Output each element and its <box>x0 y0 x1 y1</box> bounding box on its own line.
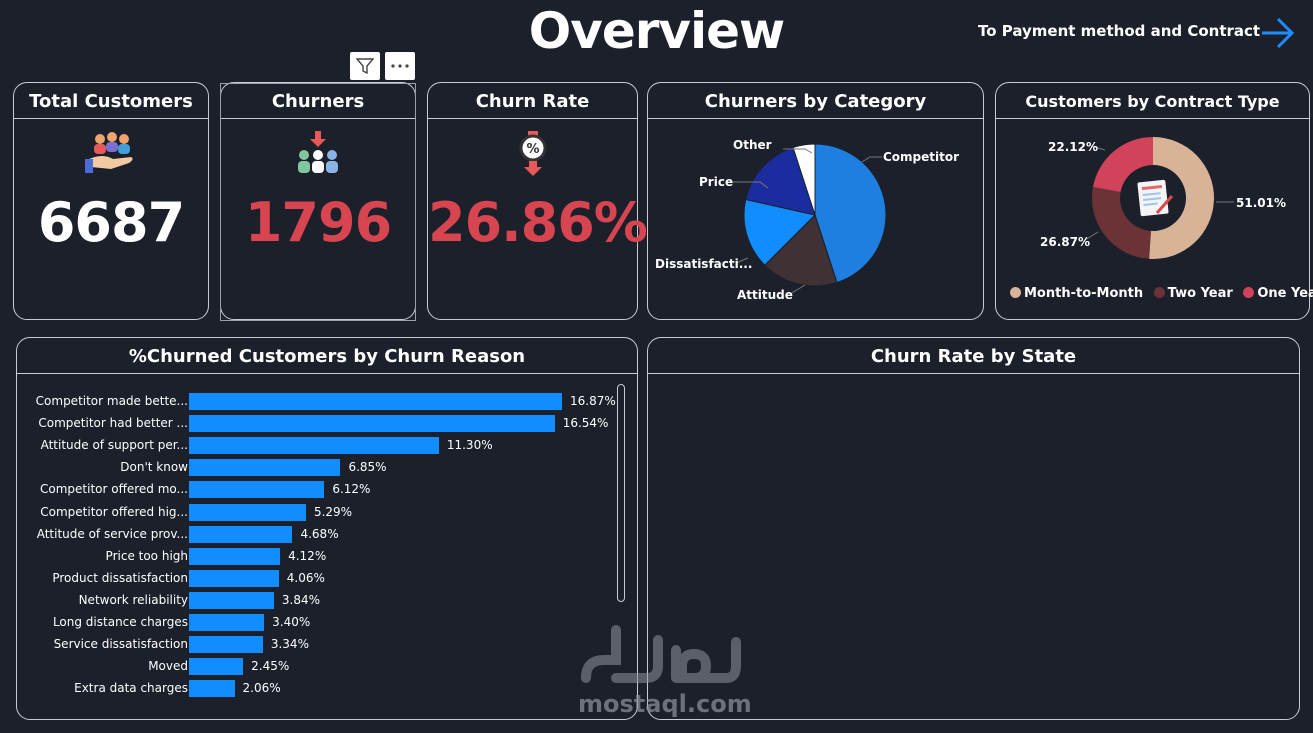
bar-label: Competitor had better ... <box>38 416 188 431</box>
bar-value-label: 3.84% <box>281 592 321 607</box>
bar-label: Competitor offered hig... <box>40 504 188 519</box>
bar-value-label: 16.54% <box>562 416 609 431</box>
churners-value: 1796 <box>244 191 392 254</box>
bar-value-label: 4.06% <box>286 570 325 585</box>
bar[interactable] <box>189 481 325 499</box>
card-title: Total Customers <box>14 83 208 119</box>
bar[interactable] <box>189 636 263 654</box>
bar-row[interactable]: Competitor had better ... 16.54% <box>18 413 618 435</box>
bar-value-label: 16.87% <box>570 394 616 408</box>
arrow-right-icon[interactable] <box>1258 14 1298 52</box>
percent-down-icon: % <box>428 131 637 181</box>
bar-row[interactable]: Don't know 6.85% <box>18 457 618 479</box>
churn-by-state-card: Churn Rate by State <box>647 337 1300 720</box>
bar-label: Moved <box>148 659 188 674</box>
mostaql-watermark-logo <box>581 625 741 683</box>
churn-rate-value: 26.86% <box>428 191 648 254</box>
bar-row[interactable]: Competitor offered mo... 6.12% <box>18 479 618 501</box>
card-title: Customers by Contract Type <box>996 83 1309 119</box>
bar[interactable] <box>189 459 341 477</box>
churners-by-category-card: Churners by Category <box>647 82 984 320</box>
bar[interactable] <box>189 658 244 676</box>
bar-label: Attitude of service prov... <box>36 526 188 541</box>
bar-value-label: 3.34% <box>270 637 309 652</box>
bar-label: Network reliability <box>78 592 188 607</box>
bar[interactable] <box>189 547 281 565</box>
bar-label: Price too high <box>105 548 188 563</box>
bar-row[interactable]: Price too high 4.12% <box>18 546 618 568</box>
legend-dot-icon <box>1010 287 1021 298</box>
bar-label: Product dissatisfaction <box>52 570 188 585</box>
legend-item-two-year[interactable]: Two Year <box>1153 286 1233 301</box>
legend-dot-icon <box>1153 287 1165 298</box>
people-down-arrow-icon <box>221 131 415 179</box>
bar-row[interactable]: Extra data charges 2.06% <box>18 678 618 700</box>
bar-value-label: 4.12% <box>288 548 327 563</box>
bar-row[interactable]: Attitude of support per... 11.30% <box>18 435 618 457</box>
bar-value-label: 6.85% <box>348 460 387 475</box>
bar-row[interactable]: Service dissatisfaction 3.34% <box>18 634 618 656</box>
bar-row[interactable]: Product dissatisfaction 4.06% <box>18 568 618 590</box>
bar-label: Long distance charges <box>52 615 188 629</box>
bar[interactable] <box>189 614 265 631</box>
churn-rate-card: Churn Rate % 26.86% <box>427 82 648 320</box>
total-customers-card: Total Customers 6687 <box>13 82 209 320</box>
bar[interactable] <box>189 437 439 455</box>
bar-label: Service dissatisfaction <box>53 637 188 652</box>
bar-value-label: 4.68% <box>300 526 339 541</box>
chart-scrollbar[interactable] <box>617 384 625 602</box>
bar[interactable] <box>189 503 306 521</box>
bar-label: Don't know <box>120 460 188 475</box>
people-hand-icon <box>14 131 208 179</box>
bar-value-label: 2.45% <box>251 659 290 674</box>
legend-dot-icon <box>1243 287 1255 298</box>
card-title: %Churned Customers by Churn Reason <box>17 338 637 374</box>
bar[interactable] <box>189 415 555 433</box>
bar[interactable] <box>189 680 235 698</box>
bar-label: Extra data charges <box>74 681 188 696</box>
card-title: Churn Rate <box>428 83 637 119</box>
churners-card[interactable]: Churners 1796 <box>220 82 416 320</box>
bar-value-label: 11.30% <box>446 438 493 453</box>
bar[interactable] <box>189 525 293 543</box>
filter-icon[interactable] <box>350 52 380 80</box>
total-customers-value: 6687 <box>37 191 185 254</box>
bar[interactable] <box>189 591 274 609</box>
legend-item-month[interactable]: Month-to-Month <box>1010 286 1143 301</box>
bar-row[interactable]: Competitor offered hig... 5.29% <box>18 502 618 524</box>
bar-row[interactable]: Network reliability 3.84% <box>18 590 618 612</box>
bar-label: Competitor made bette... <box>35 394 188 408</box>
bar-row[interactable]: Attitude of service prov... 4.68% <box>18 524 618 546</box>
bar-value-label: 2.06% <box>242 681 281 696</box>
bar[interactable] <box>189 393 562 410</box>
legend-item-one-year[interactable]: One Year <box>1243 286 1313 301</box>
page-title: Overview <box>528 2 786 60</box>
contract-legend: Month-to-Month Two Year One Year <box>1010 286 1313 301</box>
bar-row[interactable]: Long distance charges 3.40% <box>18 612 618 634</box>
nav-link-payment-contract[interactable]: To Payment method and Contract <box>978 22 1261 40</box>
svg-text:%: % <box>526 142 539 157</box>
bar-row[interactable]: Competitor made bette... 16.87% <box>18 391 618 413</box>
watermark-text: mostaql.com <box>578 690 752 718</box>
card-title: Churners by Category <box>648 83 983 119</box>
card-title: Churn Rate by State <box>648 338 1299 374</box>
bar-row[interactable]: Moved 2.45% <box>18 656 618 678</box>
bar-value-label: 3.40% <box>272 615 311 629</box>
more-options-icon[interactable] <box>385 52 415 80</box>
bar-label: Competitor offered mo... <box>40 482 188 497</box>
contract-type-card: Customers by Contract Type <box>995 82 1310 320</box>
bar[interactable] <box>189 569 279 587</box>
bar-label: Attitude of support per... <box>40 438 188 453</box>
card-title: Churners <box>221 83 415 119</box>
bar-value-label: 6.12% <box>332 482 371 497</box>
bar-value-label: 5.29% <box>313 504 353 519</box>
